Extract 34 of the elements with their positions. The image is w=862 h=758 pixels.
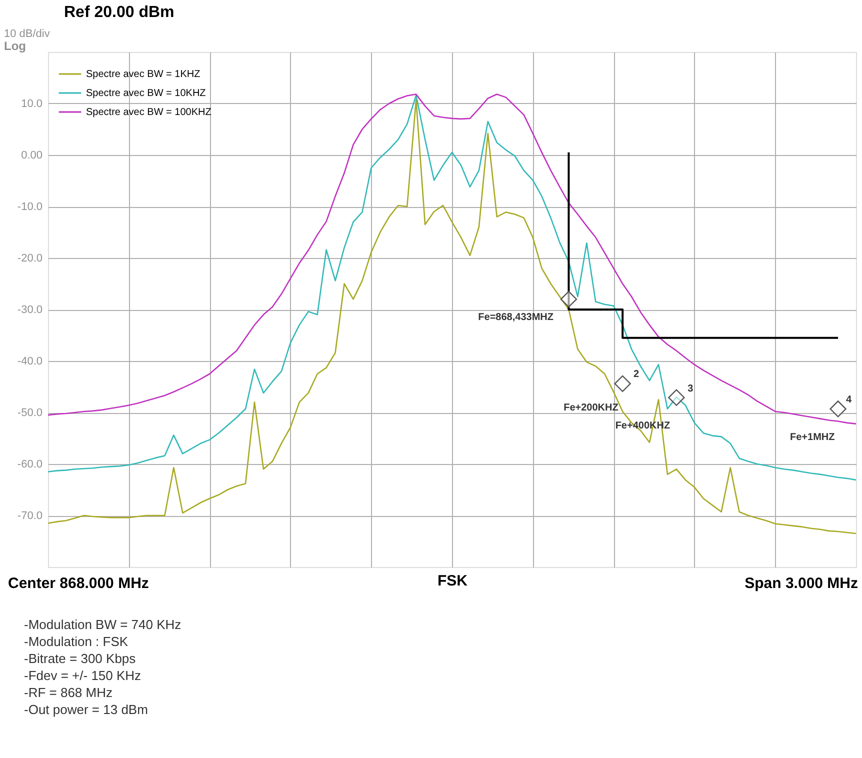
legend-label: Spectre avec BW = 10KHZ — [86, 88, 206, 99]
text: Log — [4, 39, 26, 53]
text: -Out power = 13 dBm — [24, 702, 148, 717]
y-tick-label: 0.00 — [21, 150, 42, 162]
point — [830, 400, 846, 418]
y-tick-label: -60.0 — [17, 458, 42, 470]
text: -Bitrate = 300 Kbps — [24, 651, 136, 666]
point — [560, 290, 578, 308]
text: -Modulation : FSK — [24, 634, 128, 649]
x-axis-title: FSK — [438, 572, 468, 590]
text: -Modulation BW = 740 KHz — [24, 617, 182, 632]
point — [614, 375, 631, 392]
annotation: Fe+200KHZ — [564, 402, 618, 414]
legend-label: Spectre avec BW = 1KHZ — [86, 69, 200, 80]
y-tick-label: -10.0 — [17, 201, 42, 213]
legend-label: Spectre avec BW = 100KHZ — [86, 107, 212, 118]
chart-title: Ref 20.00 dBm — [64, 4, 174, 21]
y-tick-label: 10.0 — [21, 98, 42, 110]
annotation: 4 — [846, 394, 852, 406]
annotation: 2 — [633, 368, 640, 380]
y-tick-label: -50.0 — [17, 407, 42, 419]
annotation: Fe+1MHZ — [790, 432, 835, 444]
text: -RF = 868 MHz — [24, 685, 112, 700]
y-tick-label: -40.0 — [17, 356, 42, 368]
annotation: Fe=868,433MHZ — [478, 312, 554, 324]
point — [668, 389, 685, 406]
text: Span 3.000 MHz — [744, 575, 858, 592]
y-tick-label: -30.0 — [17, 304, 42, 316]
y-tick-label: -20.0 — [17, 252, 42, 264]
text: 10 dB/div — [4, 28, 50, 40]
text: Center 868.000 MHz — [8, 575, 149, 592]
annotation: 3 — [688, 383, 694, 394]
y-tick-label: -70.0 — [17, 510, 42, 522]
text: -Fdev = +/- 150 KHz — [24, 668, 142, 683]
